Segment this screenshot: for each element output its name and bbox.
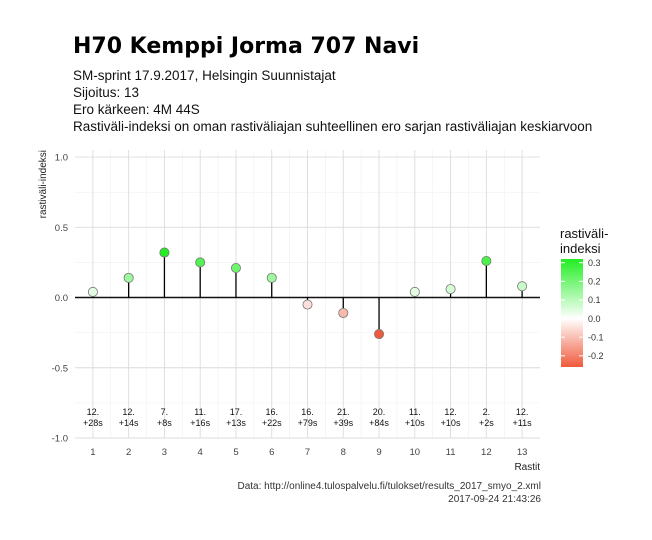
axes: -1.0-0.50.00.51.01 2 3 4 5 6 7 8 9 10 11 12 13Rastit…: [38, 150, 540, 473]
y-tick-label: 0.0: [55, 293, 68, 304]
control-diff-label: +10s: [441, 418, 461, 428]
legend-title-line2: indeksi: [560, 241, 601, 256]
grid: [75, 150, 540, 439]
control-diff-label: +8s: [157, 418, 172, 428]
lollipop-point: [302, 299, 313, 310]
x-axis-title: Rastit: [514, 462, 540, 473]
control-rank-label: 17.: [230, 407, 243, 417]
color-legend: 0.3 0.2 0.1 0.0 -0.1 -0.2: [561, 258, 604, 367]
chart-title: H70 Kemppi Jorma 707 Navi: [73, 34, 420, 59]
subtitle-placement: Sijoitus: 13: [73, 85, 140, 100]
legend-title: rastiväli- indeksi: [560, 226, 640, 256]
lollipop-point: [195, 257, 206, 268]
legend-title-line1: rastiväli-: [560, 226, 609, 241]
lollipop-point: [87, 286, 98, 297]
control-rank-label: 12.: [516, 407, 529, 417]
control-diff-label: +16s: [190, 418, 210, 428]
control-rank-label: 20.: [373, 407, 386, 417]
control-labels: 12.+28s12.+14s7.+8s11.+16s17.+13s16.+22s…: [83, 407, 532, 428]
control-diff-label: +28s: [83, 418, 103, 428]
lollipop-point: [159, 247, 170, 258]
control-rank-label: 11.: [409, 407, 421, 417]
lollipop-point: [374, 329, 385, 340]
x-tick-label: 1: [90, 447, 95, 458]
control-rank-label: 7.: [161, 407, 169, 417]
x-tick-label: 8: [341, 447, 346, 458]
lollipop-point: [445, 284, 456, 295]
control-rank-label: 12.: [87, 407, 100, 417]
control-rank-label: 2.: [483, 407, 491, 417]
subtitle-gap-to-leader: Ero kärkeen: 4M 44S: [73, 102, 200, 117]
lollipop-point: [338, 307, 349, 318]
control-diff-label: +2s: [479, 418, 494, 428]
control-rank-label: 12.: [122, 407, 135, 417]
x-tick-label: 2: [126, 447, 131, 458]
x-tick-label: 7: [305, 447, 310, 458]
lollipop-point: [481, 255, 492, 266]
x-tick-label: 12: [481, 447, 492, 458]
x-tick-label: 4: [198, 447, 203, 458]
control-diff-label: +22s: [262, 418, 282, 428]
x-tick-label: 9: [376, 447, 381, 458]
control-rank-label: 12.: [444, 407, 457, 417]
y-tick-label: -0.5: [52, 363, 68, 374]
control-diff-label: +79s: [298, 418, 318, 428]
lollipop-point: [230, 263, 241, 274]
control-diff-label: +10s: [405, 418, 425, 428]
y-tick-label: 0.5: [55, 223, 68, 234]
control-diff-label: +11s: [513, 418, 533, 428]
x-tick-label: 10: [410, 447, 421, 458]
y-tick-label: -1.0: [52, 434, 68, 445]
chart-subtitle: SM-sprint 17.9.2017, Helsingin Suunnista…: [73, 67, 592, 135]
control-rank-label: 16.: [265, 407, 278, 417]
data-source-caption: Data: http://online4.tulospalvelu.fi/tul…: [237, 480, 541, 506]
control-diff-label: +84s: [369, 418, 389, 428]
lollipop-point: [266, 272, 277, 283]
control-diff-label: +14s: [119, 418, 139, 428]
subtitle-description: Rastiväli-indeksi on oman rastiväliajan …: [73, 119, 593, 134]
x-tick-label: 3: [162, 447, 167, 458]
caption-source: Data: http://online4.tulospalvelu.fi/tul…: [237, 481, 541, 492]
caption-timestamp: 2017-09-24 21:43:26: [448, 494, 541, 505]
control-diff-label: +39s: [333, 418, 353, 428]
control-rank-label: 16.: [301, 407, 314, 417]
x-tick-label: 5: [233, 447, 238, 458]
control-rank-label: 21.: [337, 407, 350, 417]
subtitle-event: SM-sprint 17.9.2017, Helsingin Suunnista…: [73, 68, 336, 83]
lollipop-point: [123, 272, 134, 283]
legend-tick-label: -0.1: [588, 332, 604, 342]
legend-tick-label: 0.1: [588, 295, 601, 305]
legend-tick-label: 0.3: [588, 258, 601, 268]
legend-tick-label: 0.2: [588, 277, 601, 287]
x-tick-label: 6: [269, 447, 274, 458]
y-axis-title: rastiväli-indeksi: [38, 150, 49, 218]
legend-tick-label: 0.0: [588, 314, 601, 324]
legend-color-bar: [561, 259, 583, 367]
x-tick-label: 13: [517, 447, 528, 458]
control-diff-label: +13s: [226, 418, 246, 428]
legend-tick-label: -0.2: [588, 351, 604, 361]
lollipop-point: [517, 281, 528, 292]
y-tick-label: 1.0: [55, 153, 68, 164]
x-tick-label: 11: [446, 447, 456, 458]
data-marks: [87, 247, 528, 340]
control-rank-label: 11.: [194, 407, 206, 417]
lollipop-point: [409, 286, 420, 297]
